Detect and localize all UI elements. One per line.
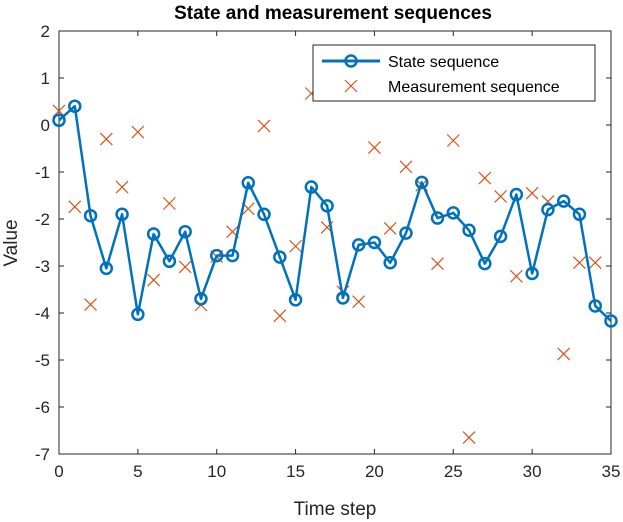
state-marker bbox=[414, 175, 429, 190]
measurement-marker bbox=[84, 298, 97, 311]
plot-area bbox=[58, 30, 612, 455]
state-marker bbox=[162, 254, 177, 269]
measurement-marker bbox=[462, 431, 476, 444]
state-marker bbox=[383, 255, 397, 270]
state-marker bbox=[556, 194, 571, 208]
measurement-marker bbox=[178, 260, 192, 274]
measurement-marker bbox=[446, 134, 460, 147]
measurement-marker bbox=[431, 257, 444, 271]
measurement-marker bbox=[573, 256, 586, 270]
state-marker bbox=[194, 292, 208, 306]
measurement-marker bbox=[478, 171, 492, 185]
state-marker bbox=[52, 113, 66, 128]
y-tick-label: -5 bbox=[35, 351, 50, 370]
y-tick-label: -4 bbox=[35, 304, 50, 323]
x-tick-label: 10 bbox=[207, 462, 226, 481]
x-tick-label: 30 bbox=[523, 462, 542, 481]
legend-measurement-label: Measurement sequence bbox=[388, 79, 560, 96]
y-tick-label: -7 bbox=[35, 445, 50, 464]
x-axis-label: Time step bbox=[294, 499, 377, 520]
measurement-marker bbox=[557, 347, 571, 361]
legend: State sequence Measurement sequence bbox=[312, 44, 596, 102]
legend-state-marker bbox=[344, 54, 358, 68]
measurement-marker bbox=[99, 132, 113, 146]
measurement-marker bbox=[588, 256, 602, 270]
measurement-marker bbox=[399, 160, 413, 174]
legend-box bbox=[312, 44, 596, 102]
legend-measurement-marker bbox=[344, 79, 358, 93]
state-marker bbox=[83, 208, 98, 223]
x-tick-label: 0 bbox=[54, 462, 63, 481]
state-marker bbox=[462, 223, 476, 238]
state-marker bbox=[115, 207, 129, 222]
state-marker bbox=[225, 248, 240, 263]
plot-frame bbox=[58, 30, 612, 455]
state-marker bbox=[399, 226, 413, 240]
measurement-marker bbox=[368, 141, 381, 154]
measurement-marker bbox=[509, 269, 523, 283]
state-marker bbox=[604, 314, 618, 328]
y-tick-label: -1 bbox=[35, 163, 50, 182]
state-marker bbox=[209, 248, 224, 263]
x-tick-label: 35 bbox=[602, 462, 621, 481]
measurement-marker bbox=[131, 125, 145, 139]
state-marker bbox=[68, 99, 82, 113]
chart-title: State and measurement sequences bbox=[174, 3, 492, 24]
state-marker bbox=[99, 261, 114, 276]
legend-state-label: State sequence bbox=[388, 54, 499, 71]
measurement-marker bbox=[68, 200, 82, 214]
measurement-marker bbox=[494, 190, 508, 203]
measurement-marker bbox=[162, 197, 176, 210]
measurement-marker bbox=[352, 295, 366, 309]
state-marker bbox=[320, 199, 334, 213]
y-tick-label: 1 bbox=[41, 69, 50, 88]
state-marker bbox=[304, 180, 319, 194]
y-axis-label: Value bbox=[1, 219, 22, 266]
state-marker bbox=[131, 307, 145, 322]
state-marker bbox=[273, 250, 287, 264]
y-tick-label: -3 bbox=[35, 257, 50, 276]
state-marker bbox=[493, 229, 508, 244]
state-marker bbox=[288, 293, 303, 307]
state-marker bbox=[178, 224, 192, 239]
state-marker bbox=[525, 266, 539, 281]
state-marker bbox=[478, 256, 492, 271]
measurement-marker bbox=[273, 309, 287, 323]
measurement-marker bbox=[115, 180, 129, 194]
x-tick-label: 15 bbox=[286, 462, 305, 481]
state-marker bbox=[257, 207, 271, 222]
state-marker bbox=[241, 176, 256, 190]
measurement-marker bbox=[257, 119, 271, 133]
measurement-marker bbox=[383, 221, 397, 235]
state-marker bbox=[146, 227, 161, 241]
series-layer bbox=[52, 87, 618, 444]
measurement-marker bbox=[147, 273, 161, 287]
y-tick-label: -6 bbox=[35, 398, 50, 417]
state-marker bbox=[446, 206, 461, 220]
x-tick-label: 25 bbox=[444, 462, 463, 481]
y-tick-label: -2 bbox=[35, 210, 50, 229]
measurement-marker bbox=[525, 186, 539, 200]
y-tick-label: 0 bbox=[41, 116, 50, 135]
y-tick-label: 2 bbox=[41, 22, 50, 41]
state-marker bbox=[351, 238, 366, 252]
state-marker bbox=[541, 202, 555, 217]
state-marker bbox=[572, 207, 587, 222]
x-tick-label: 5 bbox=[133, 462, 142, 481]
state-marker bbox=[430, 211, 445, 225]
measurement-marker bbox=[289, 239, 302, 253]
state-marker bbox=[588, 299, 602, 313]
state-line bbox=[58, 104, 612, 322]
state-marker bbox=[367, 235, 382, 250]
x-tick-label: 20 bbox=[365, 462, 384, 481]
state-marker bbox=[336, 291, 350, 305]
state-marker bbox=[509, 187, 524, 202]
